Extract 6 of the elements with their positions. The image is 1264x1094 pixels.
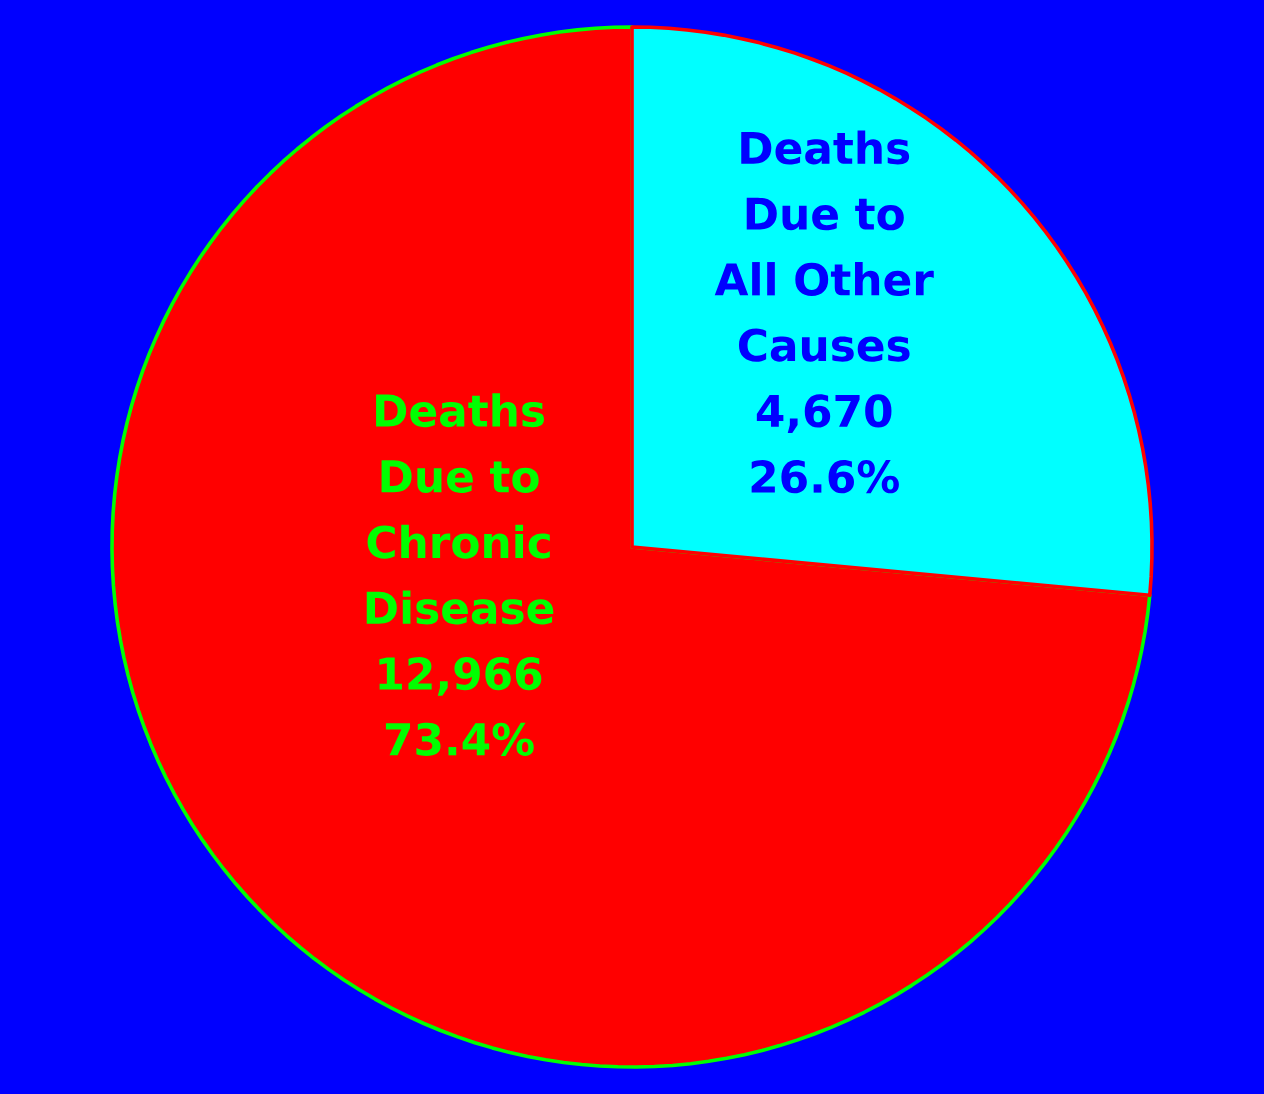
text: 73.4%	[385, 722, 534, 756]
slice-label: Deaths Due to Chronic Disease	[366, 393, 554, 625]
slice-label: Deaths Due to All Other Causes	[714, 130, 934, 362]
data-label: 12,966	[379, 657, 542, 696]
text: 26.6%	[751, 460, 899, 494]
data-label: 4,670	[756, 394, 892, 434]
